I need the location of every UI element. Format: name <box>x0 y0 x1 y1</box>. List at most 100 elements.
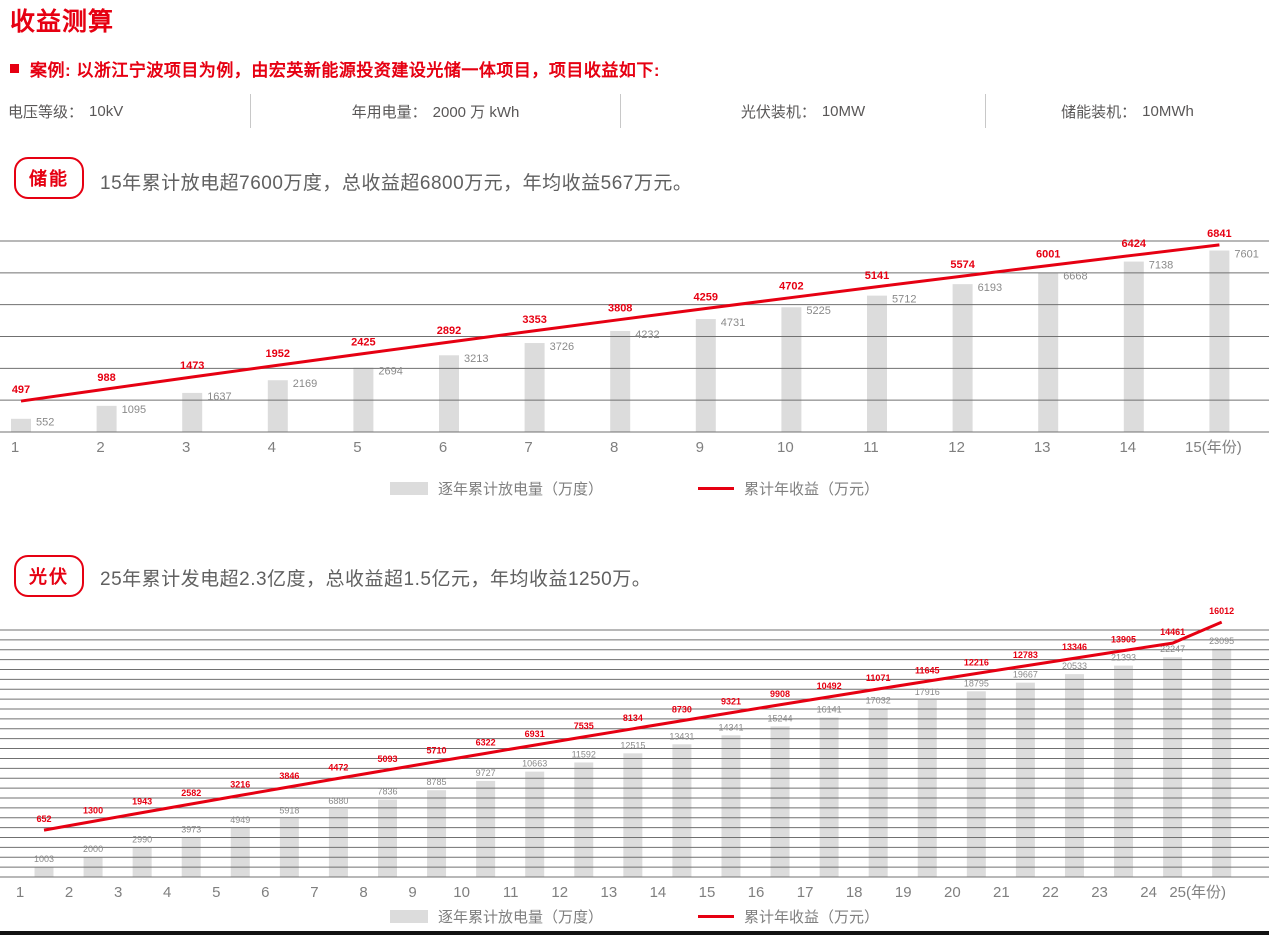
bar-value-label: 1003 <box>34 854 54 864</box>
bar-value-label: 11592 <box>572 749 596 759</box>
x-tick-label: 8 <box>359 884 367 900</box>
bar <box>427 790 447 877</box>
line-value-label: 8730 <box>672 705 692 715</box>
bar-value-label: 14341 <box>718 722 743 732</box>
legend-item-bar: 逐年累计放电量（万度） <box>389 906 603 927</box>
line-value-label: 11071 <box>866 673 891 683</box>
pv-summary-text: 25年累计发电超2.3亿度，总收益超1.5亿元，年均收益1250万。 <box>100 569 652 590</box>
line-value-label: 652 <box>36 814 51 824</box>
bar <box>1038 272 1059 432</box>
legend-label: 逐年累计放电量（万度） <box>437 481 603 498</box>
bar <box>377 799 397 877</box>
project-info-bar: 电压等级： 10kV 年用电量： 2000 万 kWh 光伏装机： 10MW 储… <box>0 94 1269 128</box>
line-value-label: 3808 <box>608 303 632 315</box>
x-tick-label: 3 <box>182 439 190 456</box>
x-tick-label: 14 <box>1119 439 1136 456</box>
line-value-label: 988 <box>97 372 115 384</box>
bar-value-label: 17032 <box>866 696 891 706</box>
bar <box>96 405 117 432</box>
bar <box>11 418 31 432</box>
bar-value-label: 2990 <box>132 834 152 844</box>
line-value-label: 6424 <box>1122 238 1147 250</box>
x-tick-label: 10 <box>453 884 470 900</box>
bar-value-label: 10663 <box>522 759 547 769</box>
line-value-label: 12216 <box>964 658 989 668</box>
bar <box>1064 674 1084 877</box>
bar <box>721 735 741 877</box>
bar-value-label: 20533 <box>1062 661 1087 671</box>
x-tick-label: 1 <box>16 884 24 900</box>
x-tick-label: 3 <box>114 884 122 900</box>
line-value-label: 16012 <box>1209 606 1234 616</box>
x-tick-label: 13 <box>1034 439 1051 456</box>
x-tick-label: 6 <box>439 439 447 456</box>
bar-value-label: 4949 <box>230 815 250 825</box>
x-tick-label: 22 <box>1042 884 1059 900</box>
bar <box>770 726 790 877</box>
bar-swatch-icon <box>389 910 428 923</box>
bar-value-label: 3973 <box>181 825 201 835</box>
line-value-label: 6841 <box>1207 228 1231 240</box>
line-value-label: 2425 <box>351 337 375 349</box>
bar <box>267 380 288 432</box>
page-title: 收益测算 <box>10 8 115 36</box>
line-value-label: 1473 <box>180 360 204 372</box>
x-tick-label: 15(年份) <box>1185 439 1242 456</box>
info-label: 年用电量： <box>351 103 427 121</box>
bar-value-label: 17916 <box>915 687 940 697</box>
line-value-label: 1300 <box>83 805 103 815</box>
x-tick-label: 14 <box>650 884 667 900</box>
info-pv-capacity: 光伏装机： 10MW <box>620 94 985 128</box>
bar-value-label: 15244 <box>768 713 793 723</box>
bar <box>1114 665 1134 877</box>
bar-value-label: 13431 <box>669 731 694 741</box>
bar <box>476 780 496 877</box>
bullet-square-icon <box>10 64 19 73</box>
x-tick-label: 24 <box>1140 884 1157 900</box>
line-value-label: 8134 <box>623 713 643 723</box>
x-tick-label: 20 <box>944 884 961 900</box>
line-value-label: 497 <box>12 384 30 396</box>
info-label: 光伏装机： <box>740 103 816 121</box>
bar-value-label: 12515 <box>620 740 645 750</box>
bar <box>1123 261 1144 432</box>
info-label: 电压等级： <box>8 103 84 121</box>
line-value-label: 3846 <box>279 771 299 781</box>
storage-summary-text: 15年累计放电超7600万度，总收益超6800万元，年均收益567万元。 <box>100 173 693 194</box>
x-tick-label: 21 <box>993 884 1010 900</box>
x-tick-label: 19 <box>895 884 912 900</box>
x-tick-label: 23 <box>1091 884 1108 900</box>
x-tick-label: 5 <box>353 439 361 456</box>
line-value-label: 10492 <box>817 681 842 691</box>
info-value: 2000 万 kWh <box>432 103 520 121</box>
bar <box>574 762 594 877</box>
storage-chart: 5521095163721692694321337264232473152255… <box>0 228 1269 456</box>
line-value-label: 9908 <box>770 689 790 699</box>
info-value: 10kV <box>89 102 124 120</box>
bar-value-label: 7138 <box>1149 259 1173 271</box>
bar-value-label: 23095 <box>1209 636 1234 646</box>
info-storage-capacity: 储能装机： 10MWh <box>985 94 1269 128</box>
line-value-label: 2892 <box>437 325 461 337</box>
line-value-label: 5710 <box>427 746 447 756</box>
bar <box>952 284 973 432</box>
line-value-label: 4472 <box>328 762 348 772</box>
legend-item-line: 累计年收益（万元） <box>698 906 879 927</box>
line-swatch-icon <box>698 487 734 490</box>
bar <box>525 771 545 877</box>
line-value-label: 4702 <box>779 281 803 293</box>
bar <box>132 847 152 877</box>
line-value-label: 1943 <box>132 797 152 807</box>
bar-value-label: 2694 <box>378 366 402 378</box>
legend-label: 逐年累计放电量（万度） <box>437 909 603 926</box>
x-tick-label: 18 <box>846 884 863 900</box>
line-value-label: 11645 <box>915 665 940 675</box>
bar <box>182 392 203 432</box>
bar-value-label: 1637 <box>207 391 231 403</box>
bar-value-label: 5918 <box>279 806 299 816</box>
line-value-label: 13905 <box>1111 635 1136 645</box>
bar <box>230 828 250 877</box>
bar-value-label: 6668 <box>1063 271 1087 283</box>
info-value: 10MWh <box>1142 102 1194 120</box>
bar <box>672 744 692 877</box>
